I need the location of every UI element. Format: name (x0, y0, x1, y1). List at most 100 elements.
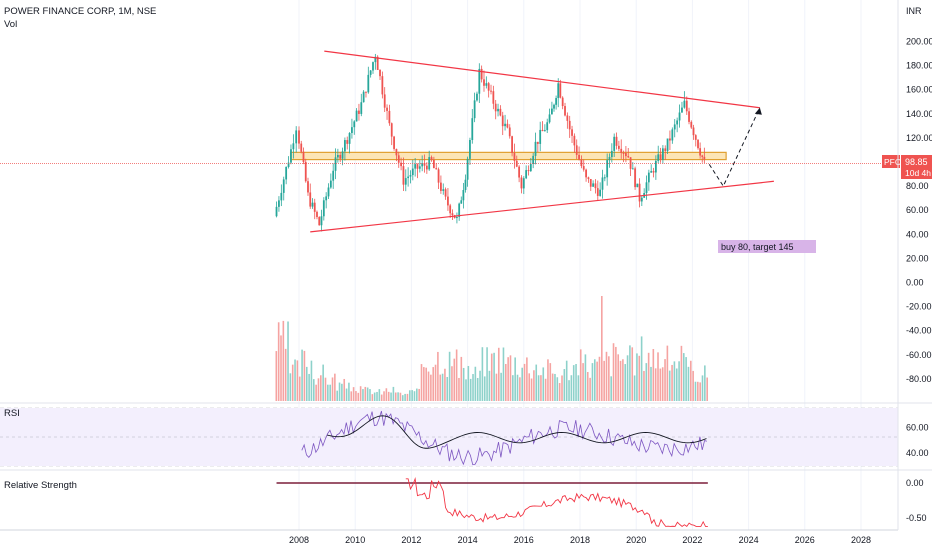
annotation-box[interactable] (718, 240, 816, 253)
volume-bar (277, 322, 280, 401)
volume-bar (701, 375, 704, 401)
candle-up (592, 183, 595, 187)
volume-bar (322, 364, 324, 401)
price-tick-label: -40.00 (906, 326, 932, 336)
candle-up (460, 200, 463, 204)
candle-down (589, 178, 592, 187)
rs-tick-label: 0.00 (906, 478, 924, 488)
candle-up (466, 158, 469, 180)
candle-up (673, 124, 676, 130)
upper-trendline[interactable] (324, 50, 760, 109)
volume-bar (441, 373, 444, 401)
candle-down (664, 148, 667, 151)
chart-title: POWER FINANCE CORP, 1M, NSE (4, 6, 156, 17)
candle-up (327, 187, 330, 197)
volume-bar (455, 349, 458, 401)
candle-up (555, 98, 558, 105)
volume-bar (284, 348, 287, 401)
volume-bar (605, 351, 608, 401)
volume-bar (617, 354, 620, 401)
volume-bar (401, 395, 404, 401)
volume-bar (320, 375, 322, 401)
time-axis[interactable]: 2008 2010 2012 2014 2016 2018 2020 2022 2024 2026… (0, 529, 898, 545)
volume-bar (675, 368, 678, 401)
projection-path[interactable] (708, 107, 761, 188)
candle-down (388, 110, 391, 124)
volume-bar (694, 381, 697, 401)
candle-down (694, 135, 697, 140)
volume-bar (383, 391, 385, 401)
candle-up (681, 107, 683, 113)
candle-down (480, 68, 483, 80)
candle-down (527, 170, 530, 172)
rsi-label: RSI (4, 408, 20, 419)
time-tick-label: 2010 (345, 535, 365, 545)
volume-bar (601, 296, 603, 401)
volume-bar (439, 374, 442, 401)
volume-bar (661, 367, 664, 401)
candle-up (464, 179, 467, 190)
candle-up (471, 118, 474, 141)
candle-up (469, 140, 471, 159)
volume-bar (622, 359, 624, 401)
volume-bar (685, 357, 687, 401)
volume-bar (462, 367, 465, 401)
volume-bar (603, 360, 605, 401)
candle-down (515, 160, 518, 167)
volume-bar (465, 379, 467, 401)
price-tick-label: 20.00 (906, 253, 929, 263)
volume-bar (687, 366, 690, 401)
volume-bar (486, 347, 488, 401)
volume-bar (416, 388, 418, 401)
lower-trendline[interactable] (310, 180, 774, 233)
candle-down (617, 145, 620, 149)
volume-bar (507, 357, 509, 401)
currency-label: INR (906, 6, 922, 16)
candle-down (568, 120, 571, 130)
pane-separators (0, 0, 932, 530)
candle-up (683, 100, 686, 108)
candle-up (603, 177, 606, 179)
price-tag-symbol-bg (882, 155, 900, 168)
volume-bar (647, 352, 650, 401)
candle-up (640, 197, 643, 202)
candle-down (587, 177, 590, 179)
volume-bar (394, 392, 397, 401)
volume-bar (568, 380, 570, 401)
price-tick-label: 80.00 (906, 181, 929, 191)
price-tick-label: 120.00 (906, 133, 932, 143)
relative-strength-line (405, 477, 708, 528)
candle-up (442, 189, 445, 191)
price-tick-label: -20.00 (906, 302, 932, 312)
candle-down (390, 123, 393, 137)
price-tag-symbol: PFC (884, 157, 901, 167)
volume-bar (343, 378, 346, 401)
volume-bar (352, 387, 355, 401)
volume-bar (371, 394, 374, 401)
candle-down (490, 90, 492, 92)
volume-bar (523, 363, 526, 401)
volume-bar (397, 392, 399, 401)
candle-down (383, 94, 386, 108)
candle-down (379, 69, 381, 77)
volume-bar (338, 382, 341, 401)
volume-bar (357, 392, 360, 401)
candle-down (564, 106, 566, 116)
candle-up (678, 112, 681, 121)
time-tick-label: 2012 (401, 535, 421, 545)
price-axis[interactable]: 200.00180.00160.00140.00120.00100.0080.0… (906, 37, 932, 384)
candle-up (287, 162, 290, 167)
volume-bar (275, 351, 278, 401)
volume-bar (549, 363, 552, 401)
candle-up (645, 182, 648, 194)
volume-bar (586, 371, 589, 401)
volume-bar (411, 390, 413, 401)
volume-bar (425, 367, 427, 401)
volume-bar (490, 353, 493, 401)
volume-bar (593, 359, 596, 401)
price-tick-label: 60.00 (906, 205, 929, 215)
candle-down (638, 183, 641, 202)
volume-bar (308, 373, 310, 401)
volume-bar (629, 345, 631, 401)
